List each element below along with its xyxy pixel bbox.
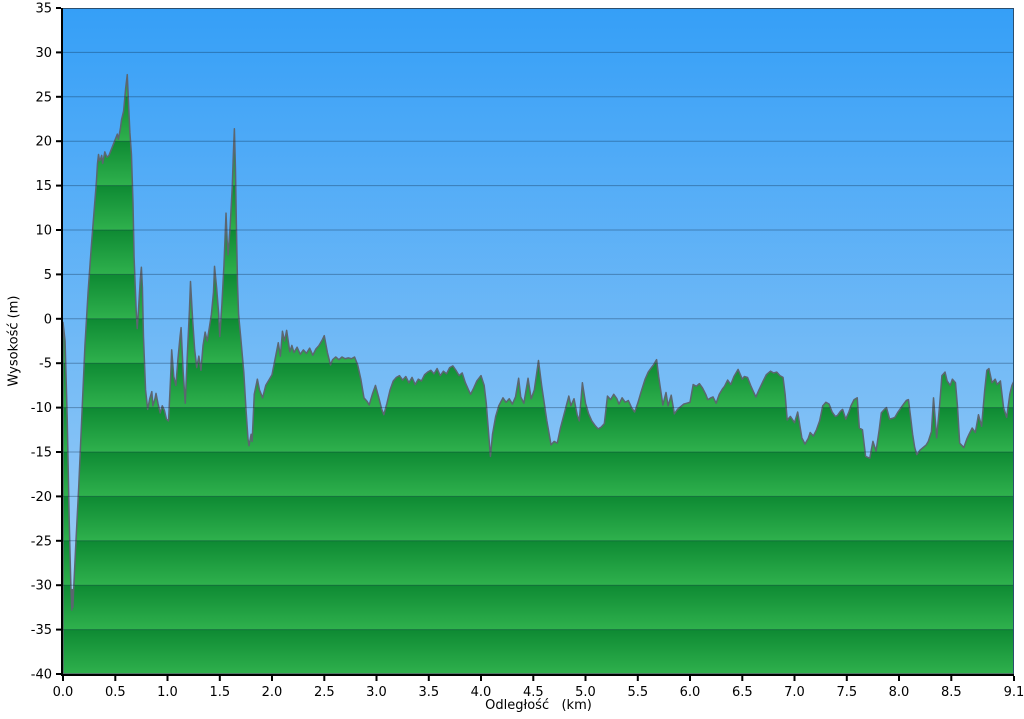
x-tick-label: 3.5	[418, 685, 439, 700]
axes	[61, 8, 1014, 676]
x-tick-label: 7.5	[836, 685, 857, 700]
x-tick-label: 0.0	[53, 685, 74, 700]
plot-border	[63, 8, 1014, 674]
x-tick-label: 5.5	[627, 685, 648, 700]
x-tick-label: 1.5	[209, 685, 230, 700]
x-tick-label: 3.0	[366, 685, 387, 700]
elevation-area	[63, 73, 1014, 674]
x-tick-labels: 0.0 0.5 1.0 1.5 2.0 2.5 3.0 3.5 4.0 4.5 5.0 5.5 6.0 6…	[53, 685, 1024, 700]
y-tick-label: 30	[35, 46, 52, 61]
x-tick-label: 6.0	[680, 685, 701, 700]
x-axis-title: Odległość (km)	[485, 698, 592, 713]
x-tick-label: 1.0	[157, 685, 178, 700]
x-tick-label: 4.5	[523, 685, 544, 700]
y-tick-label: -5	[39, 357, 52, 372]
y-tick-label: 25	[35, 90, 52, 105]
y-tick-label: 35	[35, 2, 52, 17]
x-tick-marks	[62, 676, 1015, 681]
x-tick-label: 6.5	[732, 685, 753, 700]
y-tick-label: 5	[44, 268, 52, 283]
y-axis-title: Wysokość (m)	[6, 295, 22, 387]
y-tick-label: 15	[35, 179, 52, 194]
y-tick-label: -15	[31, 446, 52, 461]
x-tick-label: 8.5	[941, 685, 962, 700]
x-tick-label: 2.0	[262, 685, 283, 700]
y-tick-label: -10	[31, 401, 52, 416]
x-tick-label: 4.0	[471, 685, 492, 700]
x-tick-label: 0.5	[105, 685, 126, 700]
y-tick-label: -35	[31, 623, 52, 638]
x-tick-label: 9.1	[1004, 685, 1024, 700]
y-tick-label: 0	[44, 312, 52, 327]
x-tick-label: 8.0	[889, 685, 910, 700]
y-tick-label: 20	[35, 135, 52, 150]
y-tick-marks	[56, 7, 61, 675]
x-tick-label: 7.0	[784, 685, 805, 700]
y-tick-labels: 35 30 25 20 15 10 5 0 -5 -10 -15 -20 -25 -30 -35 -40	[31, 2, 52, 683]
y-tick-label: -20	[31, 490, 52, 505]
x-tick-label: 5.0	[575, 685, 596, 700]
y-tick-label: -25	[31, 534, 52, 549]
gridlines	[63, 51, 1014, 631]
y-tick-label: -30	[31, 579, 52, 594]
y-tick-label: 10	[35, 224, 52, 239]
y-tick-label: -40	[31, 668, 52, 683]
x-tick-label: 2.5	[314, 685, 335, 700]
